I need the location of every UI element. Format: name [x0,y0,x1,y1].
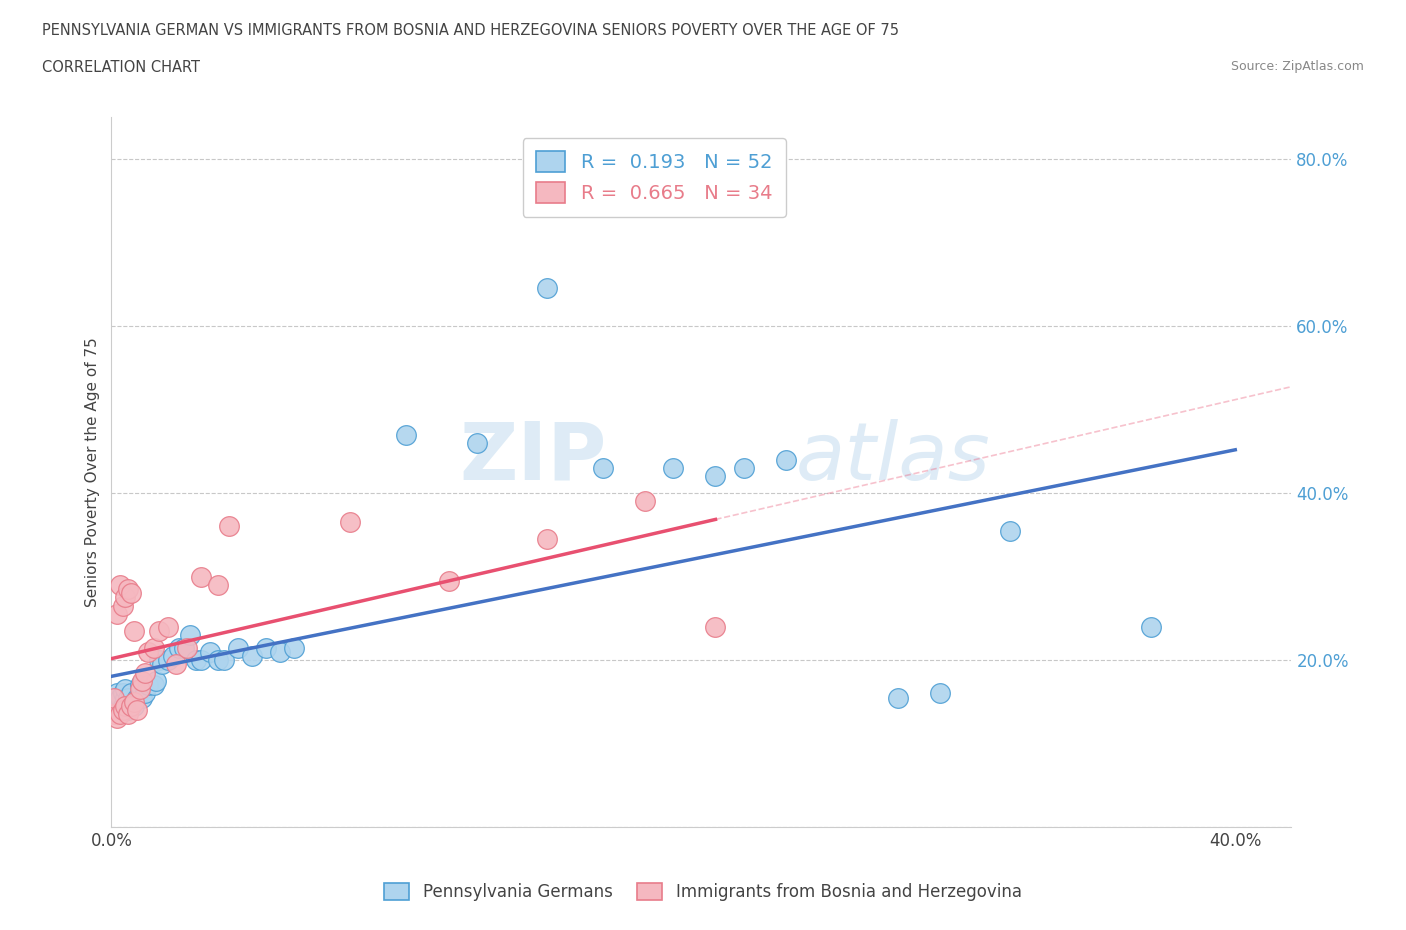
Point [134,686,156,701]
Point [111,703,134,718]
Point [114,698,136,713]
Point [1140,619,1163,634]
Point [114,590,136,604]
Point [148,653,170,668]
Point [122,623,145,638]
Point [176,640,198,655]
Point [395,427,418,442]
Point [775,452,797,467]
Point [634,494,657,509]
Point [218,519,240,534]
Point [184,653,207,668]
Point [136,678,159,693]
Text: Source: ZipAtlas.com: Source: ZipAtlas.com [1230,60,1364,73]
Text: CORRELATION CHART: CORRELATION CHART [42,60,200,75]
Point [145,673,167,688]
Point [111,598,134,613]
Point [1000,524,1022,538]
Point [120,686,142,701]
Legend: R =  0.193   N = 52, R =  0.665   N = 34: R = 0.193 N = 52, R = 0.665 N = 34 [523,138,786,217]
Point [111,686,134,701]
Point [105,711,128,726]
Point [226,640,249,655]
Point [662,460,685,475]
Point [269,644,291,659]
Point [179,628,201,643]
Point [592,460,614,475]
Point [114,690,136,705]
Text: PENNSYLVANIA GERMAN VS IMMIGRANTS FROM BOSNIA AND HERZEGOVINA SENIORS POVERTY OV: PENNSYLVANIA GERMAN VS IMMIGRANTS FROM B… [42,23,900,38]
Point [929,686,952,701]
Point [108,690,131,705]
Point [111,698,134,713]
Point [125,690,148,705]
Point [108,703,131,718]
Point [136,644,159,659]
Point [704,619,727,634]
Point [465,435,488,450]
Point [162,648,184,663]
Point [103,707,125,722]
Point [131,690,153,705]
Point [240,648,263,663]
Point [105,698,128,713]
Point [148,623,170,638]
Point [131,673,153,688]
Point [108,578,131,592]
Point [117,707,139,722]
Point [117,581,139,596]
Point [156,619,179,634]
Point [134,665,156,680]
Point [114,703,136,718]
Point [887,690,910,705]
Point [117,703,139,718]
Point [128,678,150,693]
Point [150,657,173,671]
Point [536,281,558,296]
Point [212,653,235,668]
Legend: Pennsylvania Germans, Immigrants from Bosnia and Herzegovina: Pennsylvania Germans, Immigrants from Bo… [378,876,1028,908]
Point [105,606,128,621]
Point [122,698,145,713]
Point [128,682,150,697]
Point [103,690,125,705]
Point [173,640,195,655]
Point [207,653,229,668]
Point [108,707,131,722]
Point [165,657,187,671]
Point [114,682,136,697]
Y-axis label: Seniors Poverty Over the Age of 75: Seniors Poverty Over the Age of 75 [86,338,100,607]
Point [198,644,221,659]
Point [103,690,125,705]
Point [190,653,212,668]
Point [167,640,190,655]
Point [117,690,139,705]
Point [142,678,165,693]
Point [339,515,361,530]
Point [207,578,229,592]
Point [704,469,727,484]
Point [120,698,142,713]
Point [190,569,212,584]
Point [254,640,277,655]
Point [142,640,165,655]
Text: ZIP: ZIP [460,419,607,497]
Point [122,695,145,710]
Point [125,703,148,718]
Point [128,686,150,701]
Text: atlas: atlas [796,419,991,497]
Point [156,653,179,668]
Point [120,698,142,713]
Point [437,573,460,588]
Point [733,460,755,475]
Point [120,586,142,601]
Point [105,686,128,701]
Point [536,532,558,547]
Point [283,640,305,655]
